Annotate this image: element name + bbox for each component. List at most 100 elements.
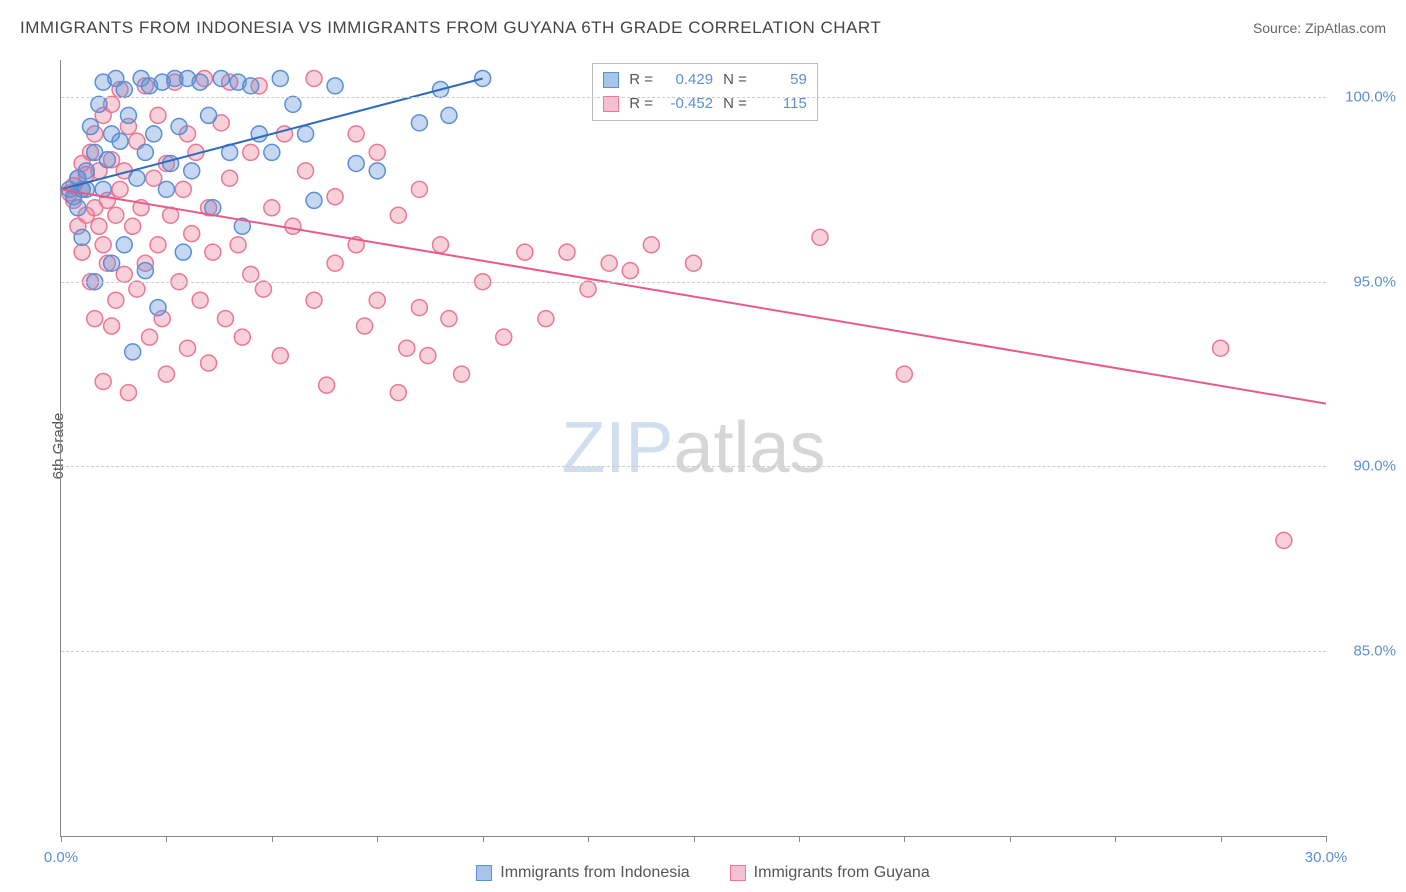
legend-swatch-guyana xyxy=(730,865,746,881)
scatter-point xyxy=(264,144,280,160)
scatter-point xyxy=(158,181,174,197)
scatter-point xyxy=(146,170,162,186)
source-attribution: Source: ZipAtlas.com xyxy=(1253,20,1386,36)
scatter-point xyxy=(137,263,153,279)
scatter-point xyxy=(91,96,107,112)
scatter-point xyxy=(285,96,301,112)
scatter-point xyxy=(285,218,301,234)
scatter-point xyxy=(272,348,288,364)
scatter-point xyxy=(411,300,427,316)
y-tick-label: 100.0% xyxy=(1345,88,1396,105)
stats-r-value: -0.452 xyxy=(663,92,713,116)
scatter-point xyxy=(348,155,364,171)
scatter-point xyxy=(230,237,246,253)
scatter-point xyxy=(205,244,221,260)
legend-swatch-indonesia xyxy=(476,865,492,881)
legend-item-indonesia: Immigrants from Indonesia xyxy=(476,864,689,882)
scatter-point xyxy=(95,373,111,389)
scatter-point xyxy=(175,244,191,260)
scatter-point xyxy=(234,329,250,345)
gridline xyxy=(61,282,1326,283)
x-tick xyxy=(61,836,62,842)
scatter-point xyxy=(896,366,912,382)
legend-label-indonesia: Immigrants from Indonesia xyxy=(500,864,689,882)
scatter-point xyxy=(441,311,457,327)
scatter-point xyxy=(1276,532,1292,548)
scatter-point xyxy=(243,266,259,282)
scatter-point xyxy=(142,329,158,345)
scatter-point xyxy=(112,133,128,149)
scatter-point xyxy=(272,70,288,86)
scatter-point xyxy=(99,152,115,168)
scatter-point xyxy=(158,366,174,382)
gridline xyxy=(61,651,1326,652)
scatter-point xyxy=(116,82,132,98)
scatter-point xyxy=(192,74,208,90)
gridline xyxy=(61,466,1326,467)
scatter-point xyxy=(112,181,128,197)
stats-r-label: R = xyxy=(629,92,653,116)
scatter-point xyxy=(319,377,335,393)
stats-swatch xyxy=(603,72,619,88)
x-tick xyxy=(377,836,378,842)
scatter-point xyxy=(137,144,153,160)
scatter-point xyxy=(643,237,659,253)
scatter-svg xyxy=(61,60,1326,836)
scatter-point xyxy=(87,311,103,327)
source-label: Source: xyxy=(1253,20,1301,36)
scatter-point xyxy=(129,170,145,186)
scatter-point xyxy=(538,311,554,327)
scatter-point xyxy=(390,385,406,401)
legend-item-guyana: Immigrants from Guyana xyxy=(730,864,930,882)
scatter-point xyxy=(369,163,385,179)
scatter-point xyxy=(213,70,229,86)
chart-title: IMMIGRANTS FROM INDONESIA VS IMMIGRANTS … xyxy=(20,18,881,38)
scatter-point xyxy=(184,163,200,179)
scatter-point xyxy=(411,181,427,197)
x-tick xyxy=(694,836,695,842)
scatter-point xyxy=(120,107,136,123)
scatter-point xyxy=(812,229,828,245)
scatter-point xyxy=(348,126,364,142)
x-tick xyxy=(1326,836,1327,842)
scatter-point xyxy=(306,192,322,208)
scatter-point xyxy=(91,218,107,234)
scatter-point xyxy=(1213,340,1229,356)
stats-swatch xyxy=(603,96,619,112)
correlation-stats-box: R =0.429N =59R =-0.452N =115 xyxy=(592,63,818,121)
scatter-point xyxy=(298,163,314,179)
scatter-point xyxy=(327,189,343,205)
scatter-point xyxy=(150,300,166,316)
scatter-point xyxy=(622,263,638,279)
scatter-point xyxy=(306,292,322,308)
scatter-point xyxy=(517,244,533,260)
stats-n-value: 59 xyxy=(757,68,807,92)
source-link[interactable]: ZipAtlas.com xyxy=(1305,20,1386,36)
scatter-point xyxy=(83,119,99,135)
scatter-point xyxy=(120,385,136,401)
scatter-point xyxy=(243,144,259,160)
scatter-point xyxy=(601,255,617,271)
scatter-point xyxy=(327,255,343,271)
scatter-point xyxy=(150,107,166,123)
scatter-point xyxy=(116,237,132,253)
scatter-point xyxy=(163,155,179,171)
gridline xyxy=(61,97,1326,98)
x-tick xyxy=(1115,836,1116,842)
y-tick-label: 90.0% xyxy=(1353,458,1396,475)
scatter-point xyxy=(420,348,436,364)
x-tick xyxy=(1010,836,1011,842)
scatter-point xyxy=(125,344,141,360)
scatter-point xyxy=(95,237,111,253)
scatter-point xyxy=(192,292,208,308)
scatter-point xyxy=(217,311,233,327)
stats-n-value: 115 xyxy=(757,92,807,116)
scatter-point xyxy=(559,244,575,260)
stats-n-label: N = xyxy=(723,68,747,92)
stats-row: R =-0.452N =115 xyxy=(603,92,807,116)
scatter-point xyxy=(357,318,373,334)
stats-r-value: 0.429 xyxy=(663,68,713,92)
x-tick xyxy=(1221,836,1222,842)
scatter-point xyxy=(243,78,259,94)
x-tick xyxy=(483,836,484,842)
